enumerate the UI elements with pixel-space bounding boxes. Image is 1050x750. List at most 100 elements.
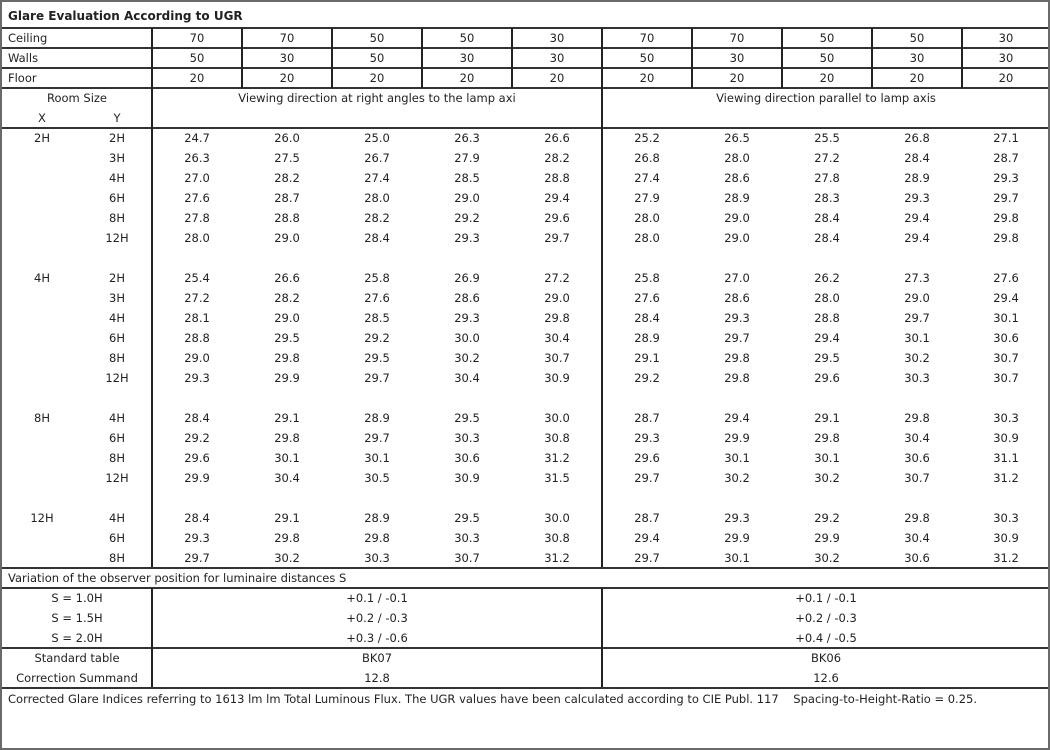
- ugr-value-perpendicular: 29.0: [274, 311, 300, 325]
- ugr-value-perpendicular: 30.3: [364, 551, 390, 565]
- divider: [151, 28, 153, 88]
- reflectance-value: 70: [639, 31, 655, 45]
- ugr-value-parallel: 27.6: [634, 291, 660, 305]
- ugr-value-parallel: 29.8: [724, 351, 750, 365]
- ugr-value-perpendicular: 29.0: [544, 291, 570, 305]
- ugr-value-parallel: 28.3: [814, 191, 840, 205]
- ugr-value-parallel: 26.8: [904, 131, 930, 145]
- ugr-value-perpendicular: 30.7: [454, 551, 480, 565]
- ugr-value-perpendicular: 27.2: [544, 271, 570, 285]
- summary-parallel: 12.6: [813, 671, 839, 685]
- ugr-value-perpendicular: 29.2: [454, 211, 480, 225]
- variation-title: Variation of the observer position for l…: [8, 571, 347, 585]
- ugr-value-perpendicular: 29.8: [544, 311, 570, 325]
- reflectance-value: 50: [369, 51, 385, 65]
- reflectance-value: 20: [998, 71, 1014, 85]
- direction-parallel: Viewing direction parallel to lamp axis: [716, 91, 936, 105]
- ugr-value-perpendicular: 28.8: [184, 331, 210, 345]
- ugr-value-perpendicular: 29.6: [184, 451, 210, 465]
- ugr-value-perpendicular: 31.2: [544, 451, 570, 465]
- ugr-value-parallel: 28.6: [724, 171, 750, 185]
- ugr-value-perpendicular: 28.2: [274, 171, 300, 185]
- ugr-value-parallel: 30.4: [904, 431, 930, 445]
- ugr-value-parallel: 30.3: [993, 411, 1019, 425]
- room-y: 4H: [109, 171, 125, 185]
- ugr-value-perpendicular: 29.5: [274, 331, 300, 345]
- ugr-value-parallel: 25.2: [634, 131, 660, 145]
- ugr-value-parallel: 29.3: [724, 511, 750, 525]
- divider: [601, 28, 603, 88]
- ugr-value-parallel: 29.4: [904, 231, 930, 245]
- ugr-value-perpendicular: 29.3: [184, 371, 210, 385]
- ugr-value-perpendicular: 26.6: [544, 131, 570, 145]
- divider: [2, 67, 1048, 69]
- ugr-value-parallel: 28.6: [724, 291, 750, 305]
- ugr-value-parallel: 31.1: [993, 451, 1019, 465]
- room-y: 6H: [109, 531, 125, 545]
- ugr-value-parallel: 30.2: [904, 351, 930, 365]
- ugr-value-parallel: 27.1: [993, 131, 1019, 145]
- ugr-value-parallel: 30.6: [993, 331, 1019, 345]
- ugr-value-perpendicular: 30.0: [454, 331, 480, 345]
- ugr-value-parallel: 29.0: [724, 231, 750, 245]
- ugr-value-perpendicular: 30.3: [454, 431, 480, 445]
- ugr-value-parallel: 29.6: [634, 451, 660, 465]
- ugr-value-parallel: 29.4: [993, 291, 1019, 305]
- divider: [151, 588, 153, 688]
- ugr-value-perpendicular: 30.2: [454, 351, 480, 365]
- ugr-value-parallel: 30.4: [904, 531, 930, 545]
- ugr-value-parallel: 29.9: [814, 531, 840, 545]
- ugr-value-perpendicular: 27.9: [454, 151, 480, 165]
- reflectance-value: 30: [459, 51, 475, 65]
- ugr-value-perpendicular: 30.4: [274, 471, 300, 485]
- ugr-value-parallel: 28.0: [634, 231, 660, 245]
- ugr-value-perpendicular: 30.6: [454, 451, 480, 465]
- ugr-value-perpendicular: 28.9: [364, 411, 390, 425]
- divider: [2, 587, 1048, 589]
- ugr-value-perpendicular: 29.7: [544, 231, 570, 245]
- ugr-value-perpendicular: 29.0: [274, 231, 300, 245]
- ugr-value-parallel: 27.2: [814, 151, 840, 165]
- ugr-value-perpendicular: 26.7: [364, 151, 390, 165]
- ugr-value-perpendicular: 29.5: [364, 351, 390, 365]
- reflectance-value: 70: [729, 31, 745, 45]
- divider: [781, 28, 783, 88]
- ugr-value-perpendicular: 29.1: [274, 511, 300, 525]
- room-y: 8H: [109, 551, 125, 565]
- ugr-value-perpendicular: 28.2: [544, 151, 570, 165]
- ugr-value-perpendicular: 25.0: [364, 131, 390, 145]
- ugr-value-perpendicular: 28.8: [274, 211, 300, 225]
- ugr-value-perpendicular: 28.4: [364, 231, 390, 245]
- ugr-value-perpendicular: 29.4: [544, 191, 570, 205]
- reflectance-value: 50: [819, 51, 835, 65]
- ugr-value-parallel: 31.2: [993, 471, 1019, 485]
- reflectance-value: 20: [909, 71, 925, 85]
- variation-label: S = 1.5H: [51, 611, 103, 625]
- variation-label: S = 1.0H: [51, 591, 103, 605]
- ugr-value-perpendicular: 25.4: [184, 271, 210, 285]
- ugr-value-perpendicular: 27.0: [184, 171, 210, 185]
- ugr-value-perpendicular: 27.4: [364, 171, 390, 185]
- ugr-value-perpendicular: 30.3: [454, 531, 480, 545]
- ugr-value-parallel: 29.6: [814, 371, 840, 385]
- ugr-value-perpendicular: 24.7: [184, 131, 210, 145]
- ugr-value-perpendicular: 27.2: [184, 291, 210, 305]
- variation-parallel: +0.1 / -0.1: [795, 591, 857, 605]
- ugr-value-parallel: 29.2: [814, 511, 840, 525]
- footnote: Corrected Glare Indices referring to 161…: [8, 692, 978, 706]
- ugr-value-parallel: 30.3: [993, 511, 1019, 525]
- divider: [241, 28, 243, 88]
- ugr-value-parallel: 29.1: [634, 351, 660, 365]
- ugr-value-perpendicular: 29.6: [544, 211, 570, 225]
- reflectance-value: 70: [279, 31, 295, 45]
- ugr-value-parallel: 30.1: [814, 451, 840, 465]
- reflectance-value: 30: [729, 51, 745, 65]
- variation-parallel: +0.4 / -0.5: [795, 631, 857, 645]
- ugr-value-parallel: 29.7: [724, 331, 750, 345]
- ugr-value-perpendicular: 29.7: [184, 551, 210, 565]
- ugr-value-perpendicular: 29.9: [274, 371, 300, 385]
- divider: [421, 28, 423, 88]
- divider: [2, 47, 1048, 49]
- ugr-value-parallel: 28.9: [904, 171, 930, 185]
- reflectance-value: 50: [819, 31, 835, 45]
